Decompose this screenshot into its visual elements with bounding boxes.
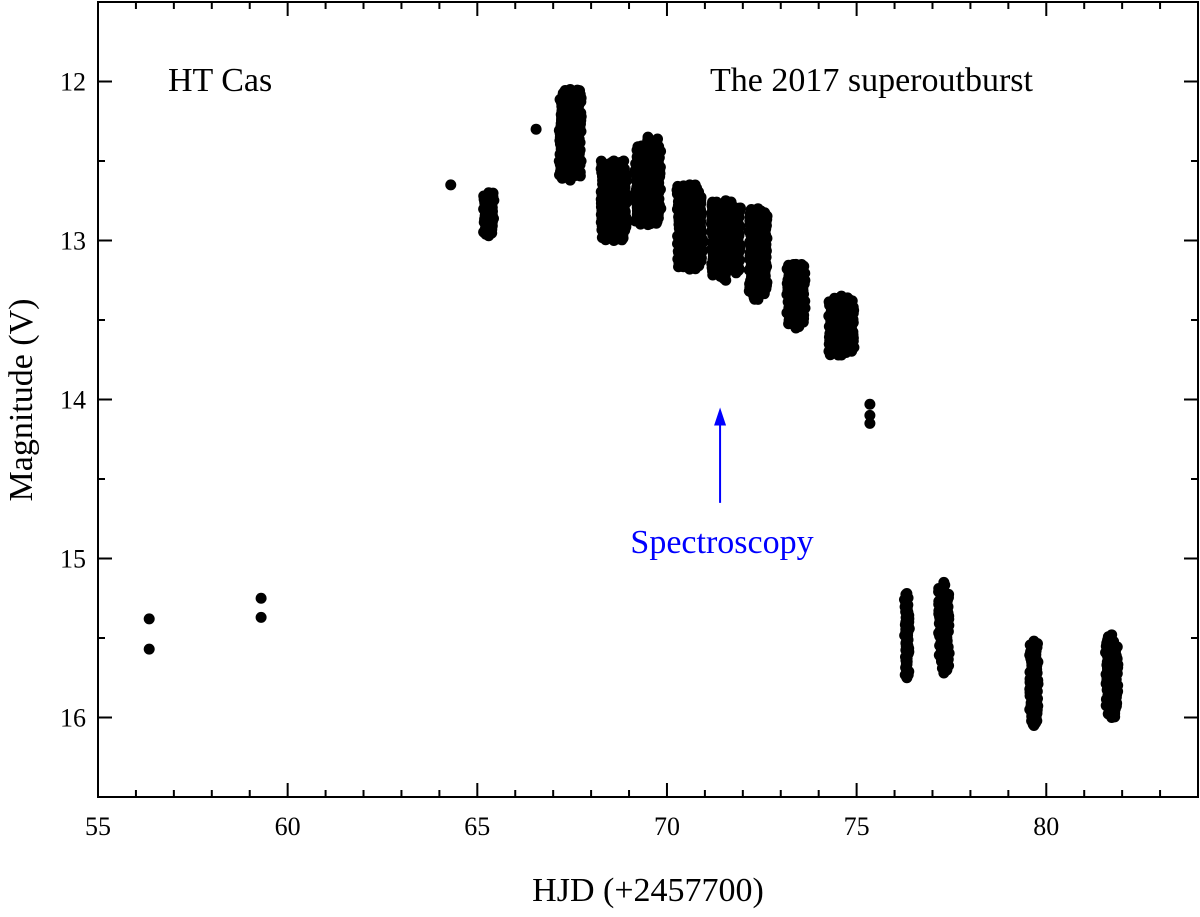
data-point bbox=[790, 258, 802, 270]
data-point bbox=[608, 155, 620, 167]
data-point bbox=[574, 170, 586, 182]
nightly-run bbox=[705, 195, 746, 286]
object-label: HT Cas bbox=[168, 62, 272, 99]
nightly-run bbox=[1024, 635, 1044, 731]
x-tick-label: 75 bbox=[844, 812, 870, 841]
spectroscopy-arrow bbox=[714, 407, 727, 503]
data-point bbox=[530, 123, 542, 135]
data-point bbox=[835, 349, 847, 361]
data-point bbox=[1106, 629, 1118, 641]
nightly-run bbox=[781, 258, 811, 334]
y-tick-label: 14 bbox=[60, 386, 86, 415]
data-point bbox=[483, 230, 495, 242]
data-point bbox=[797, 316, 809, 328]
data-point bbox=[752, 293, 764, 305]
data-point bbox=[864, 417, 876, 429]
nightly-run bbox=[478, 187, 500, 242]
data-point bbox=[1109, 703, 1121, 715]
x-tick-label: 55 bbox=[85, 812, 111, 841]
axis-ticks bbox=[97, 1, 1199, 798]
data-point bbox=[901, 587, 913, 599]
y-tick-label: 15 bbox=[60, 545, 86, 574]
data-point bbox=[720, 274, 732, 286]
data-point bbox=[864, 409, 876, 421]
data-point bbox=[720, 195, 732, 207]
data-point bbox=[1028, 635, 1040, 647]
data-point bbox=[652, 212, 664, 224]
data-point bbox=[848, 341, 860, 353]
data-point bbox=[143, 643, 155, 655]
nightly-run bbox=[629, 131, 667, 231]
x-tick-label: 60 bbox=[275, 812, 301, 841]
data-point bbox=[695, 255, 707, 267]
data-point bbox=[617, 232, 629, 244]
nightly-run bbox=[933, 576, 955, 679]
x-tick-label: 70 bbox=[654, 812, 680, 841]
data-point bbox=[684, 263, 696, 275]
nightly-run bbox=[1100, 629, 1124, 723]
spectroscopy-label: Spectroscopy bbox=[630, 524, 813, 561]
data-point bbox=[835, 290, 847, 302]
data-point bbox=[938, 667, 950, 679]
data-point bbox=[483, 187, 495, 199]
data-point bbox=[752, 203, 764, 215]
data-point bbox=[143, 613, 155, 625]
nightly-run bbox=[595, 155, 633, 246]
y-tick-label: 13 bbox=[60, 227, 86, 256]
y-tick-label: 16 bbox=[60, 704, 86, 733]
arrow-head bbox=[714, 407, 727, 426]
data-point bbox=[1028, 719, 1040, 731]
data-point bbox=[901, 672, 913, 684]
nightly-run bbox=[553, 83, 587, 186]
x-tick-label: 65 bbox=[464, 812, 490, 841]
data-point bbox=[445, 179, 457, 191]
data-point bbox=[684, 179, 696, 191]
tick-labels: 55 60 65 70 75 80 12 13 14 15 16 bbox=[60, 68, 1059, 842]
data-point bbox=[618, 224, 630, 236]
data-point bbox=[255, 592, 267, 604]
data-point bbox=[733, 263, 745, 275]
data-point bbox=[790, 322, 802, 334]
data-point bbox=[642, 219, 654, 231]
nightly-run bbox=[823, 290, 860, 361]
data-point bbox=[642, 131, 654, 143]
chart-title: The 2017 superoutburst bbox=[710, 62, 1034, 99]
data-point bbox=[1106, 712, 1118, 723]
y-tick-label: 12 bbox=[60, 68, 86, 97]
x-tick-label: 80 bbox=[1033, 812, 1059, 841]
x-axis-title: HJD (+2457700) bbox=[532, 872, 764, 909]
data-point bbox=[938, 576, 950, 588]
data-points bbox=[143, 83, 1124, 731]
data-point bbox=[564, 174, 576, 186]
nightly-run bbox=[743, 203, 773, 305]
y-axis-title: Magnitude (V) bbox=[3, 298, 40, 501]
data-point bbox=[608, 235, 620, 246]
data-point bbox=[864, 398, 876, 410]
data-point bbox=[564, 83, 576, 95]
data-point bbox=[255, 611, 267, 623]
data-point bbox=[760, 283, 772, 295]
nightly-run bbox=[898, 587, 915, 684]
nightly-run bbox=[671, 179, 709, 275]
